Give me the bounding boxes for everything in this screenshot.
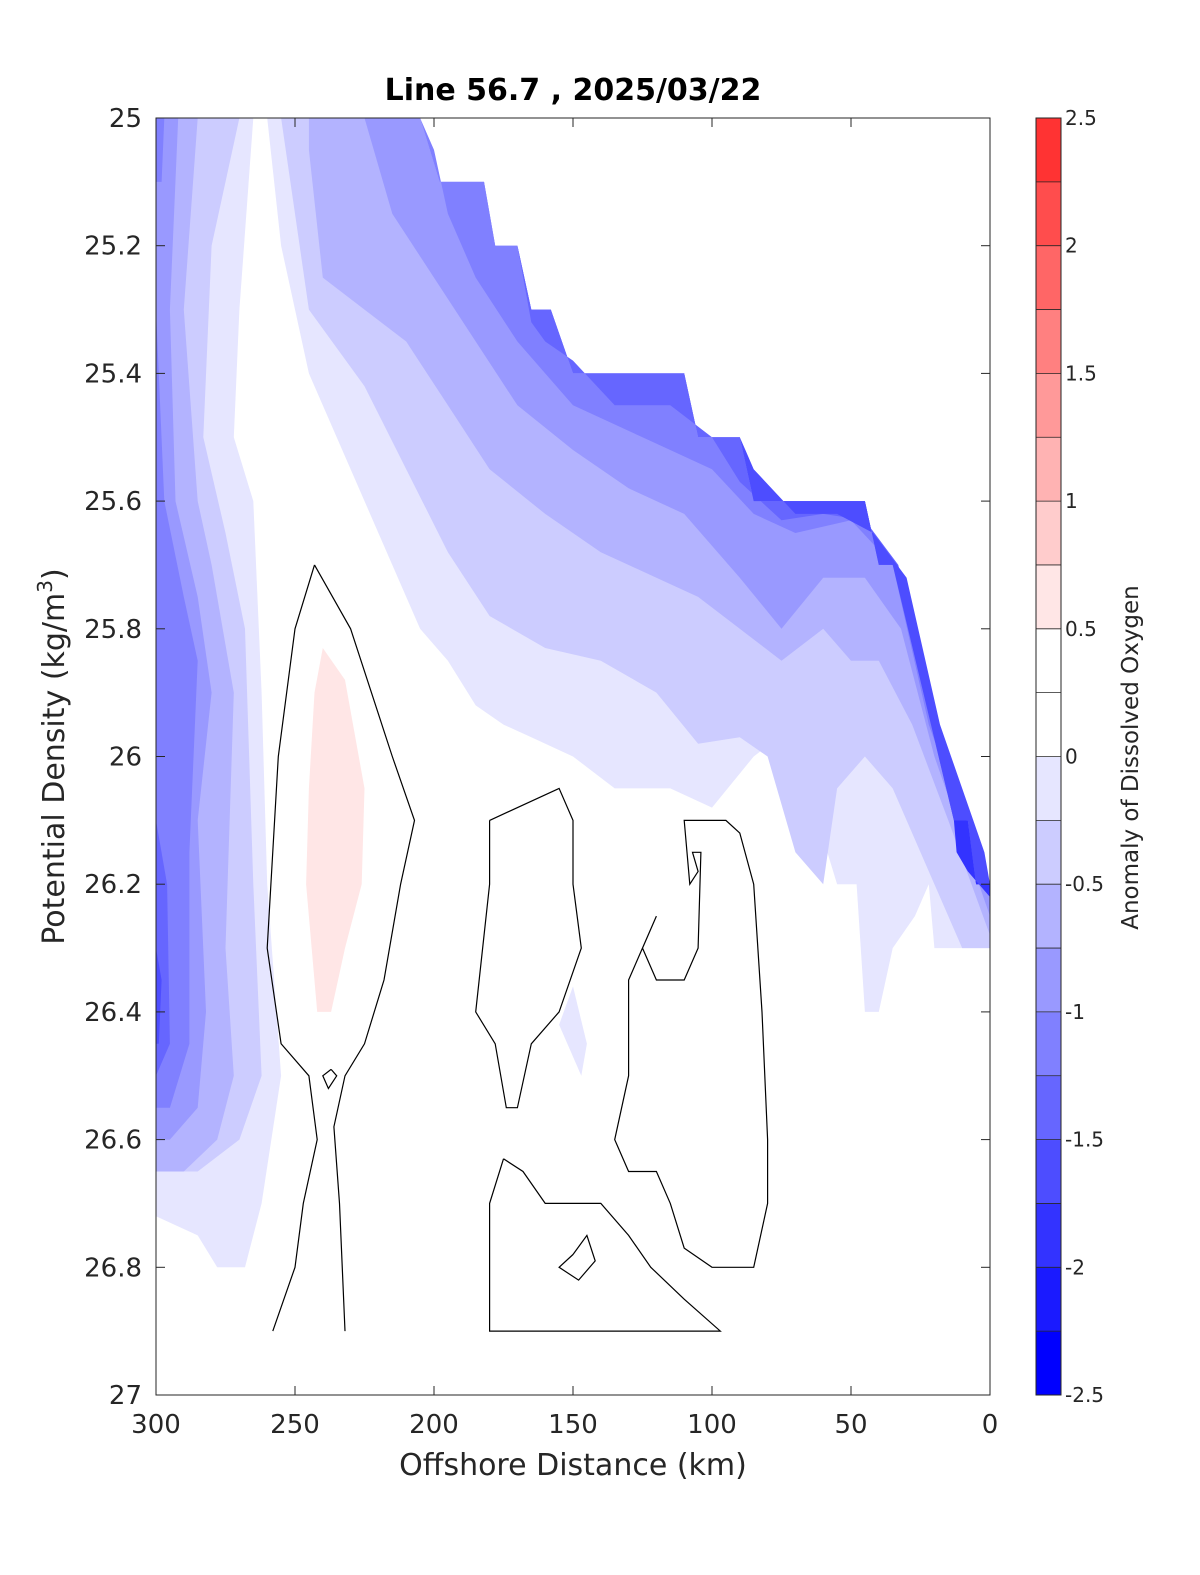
y-axis-label-superscript: 3 <box>33 580 57 593</box>
y-tick-label: 26.2 <box>84 870 142 900</box>
colorbar-segment <box>1036 1075 1061 1141</box>
colorbar: 2.5 2 1.5 1 0.5 0 -0.5 -1 -1.5 -2 -2.5 <box>1035 106 1104 1407</box>
x-tick-label: 50 <box>834 1410 867 1440</box>
colorbar-segment <box>1036 437 1061 502</box>
zero-contour-line <box>322 1068 338 1090</box>
chart-title: Line 56.7 , 2025/03/22 <box>385 73 762 108</box>
zero-contour-line <box>475 787 582 1109</box>
contour-band <box>156 118 165 182</box>
x-tick-label: 150 <box>548 1410 598 1440</box>
x-tick-label: 300 <box>131 1410 181 1440</box>
contour-band <box>156 118 990 1268</box>
y-axis-label-main: Potential Density (kg/m <box>37 593 72 945</box>
colorbar-segment <box>1036 564 1061 630</box>
x-tick-label: 0 <box>982 1410 999 1440</box>
colorbar-label: Anomaly of Dissolved Oxygen <box>1118 585 1144 930</box>
colorbar-tick-label: -2 <box>1065 1255 1085 1279</box>
colorbar-frame <box>1035 117 1062 1396</box>
colorbar-segment <box>1036 118 1061 183</box>
zero-contour-line <box>266 564 318 1332</box>
contour-band <box>739 437 990 885</box>
colorbar-tick-label: 1.5 <box>1065 361 1097 385</box>
x-tick-label: 200 <box>409 1410 459 1440</box>
colorbar-segment <box>1036 309 1061 374</box>
colorbar-tick-label: 0 <box>1065 745 1078 769</box>
colorbar-tick-label: 0.5 <box>1065 617 1097 641</box>
colorbar-segment <box>1036 181 1061 247</box>
y-axis-label: Potential Density (kg/m3) <box>33 568 72 944</box>
colorbar-segment <box>1036 373 1061 438</box>
colorbar-tick-label: 2 <box>1065 234 1078 258</box>
y-tick-label: 25.8 <box>84 615 142 645</box>
zero-contour-line <box>313 564 416 1332</box>
y-tick-label: 25.4 <box>84 359 142 389</box>
y-tick-label: 25.6 <box>84 487 142 517</box>
colorbar-segment <box>1036 756 1061 821</box>
colorbar-segment <box>1036 948 1061 1013</box>
y-tick-label: 25 <box>109 104 142 134</box>
contour-fills <box>156 118 990 1268</box>
colorbar-segment <box>1036 692 1061 757</box>
x-axis: 300 250 200 150 100 50 0 <box>131 118 998 1440</box>
colorbar-segment <box>1036 628 1061 694</box>
x-axis-label: Offshore Distance (km) <box>399 1448 747 1483</box>
contour-band <box>156 118 990 1172</box>
colorbar-tick-label: -0.5 <box>1065 872 1104 896</box>
contour-band <box>420 118 990 897</box>
y-axis-label-suffix: ) <box>37 568 72 580</box>
colorbar-segment <box>1036 884 1061 949</box>
colorbar-segment <box>1036 1203 1061 1268</box>
colorbar-segment <box>1036 501 1061 566</box>
colorbar-tick-label: -2.5 <box>1065 1383 1104 1407</box>
colorbar-segment <box>1036 1011 1061 1077</box>
zero-contour-line <box>489 1158 722 1332</box>
y-axis: 25 25.2 25.4 25.6 25.8 26 26.2 26.4 26.6 26.8 27 <box>84 104 990 1411</box>
colorbar-tick-label: 1 <box>1065 489 1078 513</box>
colorbar-segment <box>1036 245 1061 311</box>
zero-contour-line <box>558 1234 596 1281</box>
y-tick-label: 25.2 <box>84 232 142 262</box>
colorbar-segment <box>1036 1331 1061 1396</box>
colorbar-segment <box>1036 1139 1061 1204</box>
colorbar-segment <box>1036 820 1061 885</box>
colorbar-tick-label: -1 <box>1065 1000 1085 1024</box>
y-tick-label: 26.6 <box>84 1126 142 1156</box>
y-tick-label: 27 <box>109 1381 142 1411</box>
zero-contour-line <box>614 819 769 1268</box>
contour-band <box>953 820 990 897</box>
zero-contour-lines <box>266 564 769 1332</box>
colorbar-tick-label: 2.5 <box>1065 106 1097 130</box>
colorbar-segment <box>1036 1267 1061 1332</box>
y-tick-label: 26.8 <box>84 1253 142 1283</box>
plot-area <box>156 118 990 1332</box>
contour-band <box>559 986 587 1076</box>
contour-band <box>156 948 162 1044</box>
x-tick-label: 250 <box>270 1410 320 1440</box>
colorbar-tick-label: -1.5 <box>1065 1128 1104 1152</box>
contour-band <box>306 648 365 1012</box>
y-tick-label: 26.4 <box>84 998 142 1028</box>
x-tick-label: 100 <box>687 1410 737 1440</box>
y-tick-label: 26 <box>109 743 142 773</box>
